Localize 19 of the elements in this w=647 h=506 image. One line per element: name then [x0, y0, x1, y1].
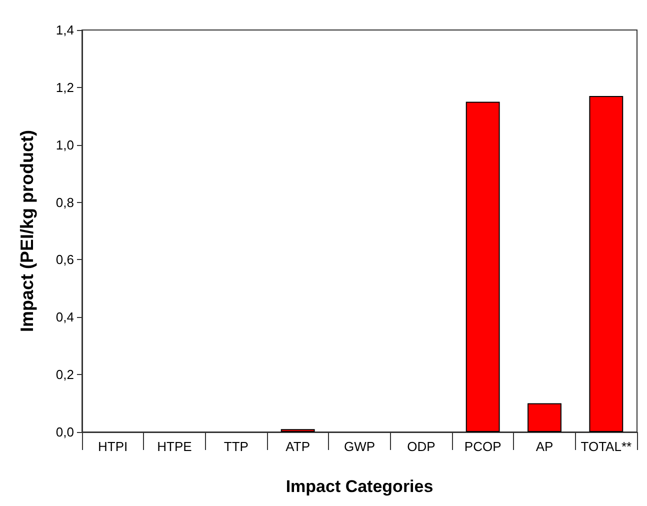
y-tick-label: 1,4 — [56, 22, 74, 38]
x-tick-label: HTPE — [157, 439, 192, 454]
y-tick-label: 0,4 — [56, 310, 74, 325]
x-tick-label: HTPI — [98, 439, 128, 454]
x-tick-label: AP — [536, 439, 554, 454]
y-tick-label: 0,2 — [56, 367, 74, 382]
x-tick-label: TOTAL** — [580, 439, 632, 454]
x-axis-title: Impact Categories — [286, 477, 434, 496]
x-tick-label: GWP — [344, 439, 376, 454]
y-tick-label: 0,6 — [56, 252, 74, 268]
y-axis-title: Impact (PEI/kg product) — [17, 130, 37, 332]
y-tick-label: 1,0 — [56, 137, 74, 152]
y-tick-label: 0,8 — [56, 194, 74, 210]
x-tick-label: ATP — [286, 439, 310, 454]
x-tick-label: TTP — [224, 439, 248, 454]
y-tick-label: 0,0 — [56, 424, 74, 440]
x-tick-label: ODP — [407, 439, 436, 454]
x-tick-label: PCOP — [464, 439, 502, 454]
y-tick-label: 1,2 — [56, 80, 74, 95]
